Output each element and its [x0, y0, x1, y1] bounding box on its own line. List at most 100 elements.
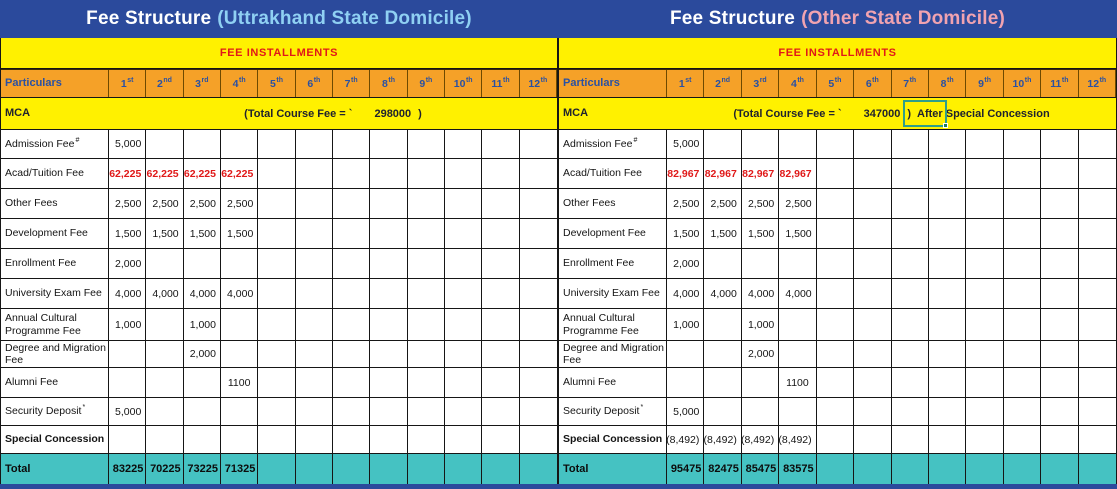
- installment-value-cell: [296, 130, 333, 158]
- installment-value-cell: [146, 341, 184, 367]
- installment-value-cell: [184, 130, 221, 158]
- installment-value-cell: 1,500: [704, 219, 742, 248]
- installment-value-cell: [296, 426, 333, 453]
- installment-value-cell: [445, 219, 483, 248]
- installment-value-cell: (8,492): [704, 426, 742, 453]
- course-fee-label: (Total Course Fee = `: [244, 107, 353, 120]
- row-label-text: Alumni Fee: [5, 376, 59, 389]
- installment-value-cell: [667, 341, 705, 367]
- installment-value-cell: 82,967: [779, 159, 817, 188]
- installment-value-cell: 4,000: [184, 279, 221, 308]
- row-label-superscript: *: [640, 404, 644, 412]
- installments-band: FEE INSTALLMENTS: [1, 38, 557, 69]
- row-label: Enrollment Fee: [559, 249, 667, 278]
- installment-value-cell: [1041, 279, 1079, 308]
- title-region: (Uttrakhand State Domicile): [217, 8, 472, 29]
- installment-value-cell: [704, 341, 742, 367]
- row-label: Other Fees: [559, 189, 667, 218]
- installment-value-cell: [854, 279, 892, 308]
- installment-value-cell: [966, 341, 1004, 367]
- installment-value-cell: [520, 368, 557, 397]
- selected-cell-outline[interactable]: [903, 100, 948, 128]
- installment-value-cell: [892, 398, 929, 425]
- installment-value-cell: [482, 341, 520, 367]
- installment-value-cell: [1041, 189, 1079, 218]
- ordinal-number: 3: [195, 77, 201, 90]
- installment-value-cell: [892, 279, 929, 308]
- total-row: Total 95475 82475 85475 83575: [559, 454, 1116, 484]
- fee-row-annual-cultural-programme-fee: Annual Cultural Programme Fee 1,000 1,000: [559, 309, 1116, 341]
- installment-value-cell: [296, 368, 333, 397]
- row-label: Other Fees: [1, 189, 109, 218]
- installment-value-cell: [704, 249, 742, 278]
- installment-value-cell: [966, 398, 1004, 425]
- ordinal-number: 2: [715, 77, 721, 90]
- ordinal-number: 7: [903, 77, 910, 90]
- ordinal-suffix: th: [540, 77, 548, 84]
- ordinal-number: 4: [790, 77, 797, 90]
- installment-value-cell: 82,967: [667, 159, 705, 188]
- ordinal-number: 10: [453, 77, 466, 90]
- total-value-cell: [520, 454, 557, 484]
- fee-row-annual-cultural-programme-fee: Annual Cultural Programme Fee 1,000 1,000: [1, 309, 557, 341]
- installment-value-cell: [445, 130, 483, 158]
- installment-value-cell: [146, 368, 184, 397]
- installment-value-cell: [929, 426, 967, 453]
- total-row: Total 83225 70225 73225 71325: [1, 454, 557, 484]
- installment-value-cell: [520, 130, 557, 158]
- installment-value-cell: [482, 398, 520, 425]
- installment-value-cell: [408, 368, 445, 397]
- fee-row-security-deposit: Security Deposit * 5,000: [1, 398, 557, 426]
- installment-value-cell: 4,000: [667, 279, 705, 308]
- ordinal-suffix: th: [984, 77, 992, 84]
- installment-value-cell: [817, 398, 855, 425]
- course-fee-note: After Special Concession: [917, 107, 1050, 120]
- installment-value-cell: [1004, 309, 1042, 340]
- installment-value-cell: [1079, 279, 1116, 308]
- fee-row-special-concession: Special Concession (8,492) (8,492) (8,492)(…: [559, 426, 1116, 454]
- installment-value-cell: 5,000: [109, 130, 147, 158]
- installment-value-cell: [854, 341, 892, 367]
- row-label-text: Annual Cultural Programme Fee: [5, 312, 81, 337]
- ordinal-suffix: th: [239, 77, 246, 84]
- installment-value-cell: [445, 398, 483, 425]
- installment-value-cell: [333, 189, 371, 218]
- ordinal-number: 8: [382, 77, 388, 90]
- installment-value-cell: 2,500: [221, 189, 259, 218]
- installment-value-cell: [742, 398, 780, 425]
- total-value-cell: [966, 454, 1004, 484]
- installment-value-cell: [258, 426, 296, 453]
- installment-value-cell: [520, 426, 557, 453]
- installment-value-cell: 4,000: [779, 279, 817, 308]
- total-value-cell: [370, 454, 408, 484]
- installment-value-cell: [854, 426, 892, 453]
- installment-value-cell: [1079, 426, 1116, 453]
- installment-value-cell: [1079, 309, 1116, 340]
- installment-value-cell: [445, 341, 483, 367]
- installment-value-cell: [296, 249, 333, 278]
- total-value-cell: [258, 454, 296, 484]
- ordinal-number: 7: [344, 77, 351, 90]
- row-label-text: Degree and Migration Fee: [5, 341, 106, 366]
- installment-value-cell: [779, 341, 817, 367]
- ordinal-number: 11: [491, 77, 503, 90]
- total-value-cell: 95475: [667, 454, 705, 484]
- fee-row-alumni-fee: Alumni Fee 1100: [559, 368, 1116, 398]
- installment-value-cell: [370, 219, 408, 248]
- installment-value-cell: [109, 426, 147, 453]
- installment-value-cell: [445, 159, 483, 188]
- total-label: Total: [1, 454, 109, 484]
- installment-value-cell: 1,500: [742, 219, 780, 248]
- course-name: MCA: [563, 107, 589, 120]
- installments-header: FEE INSTALLMENTS: [219, 47, 339, 59]
- installment-value-cell: [854, 368, 892, 397]
- installment-value-cell: [258, 309, 296, 340]
- installment-value-cell: [146, 309, 184, 340]
- installment-value-cell: [482, 279, 520, 308]
- installment-value-cell: [966, 426, 1004, 453]
- installment-value-cell: [1079, 130, 1116, 158]
- installment-value-cell: 5,000: [109, 398, 147, 425]
